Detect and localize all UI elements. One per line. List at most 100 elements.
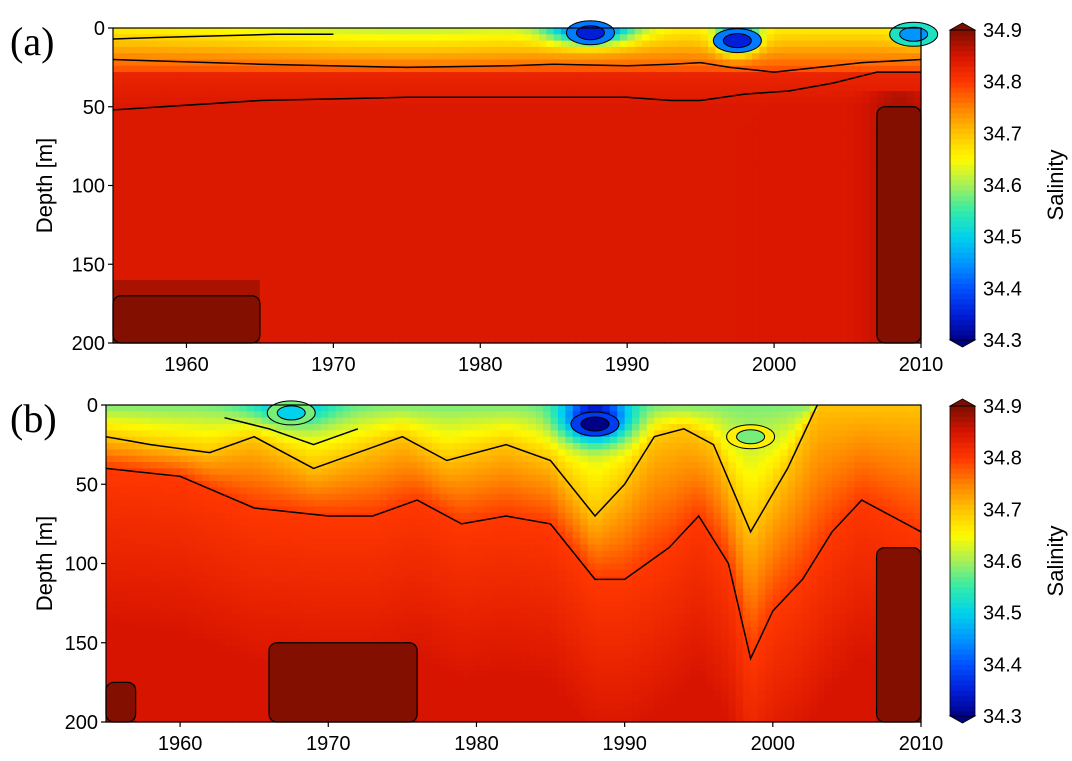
heatmap-cell [179,91,188,98]
heatmap-cell [509,72,518,79]
heatmap-cell [832,330,841,338]
heatmap-cell [458,109,467,117]
heatmap-cell [509,330,518,338]
heatmap-cell [428,97,437,105]
heatmap-cell [443,273,452,281]
heatmap-cell [421,280,430,287]
heatmap-cell [311,34,320,42]
heatmap-cell [186,254,195,262]
heatmap-cell [832,235,841,243]
heatmap-cell [127,109,136,117]
heatmap-cell [612,154,621,161]
heatmap-cell [127,235,136,243]
heatmap-cell [127,242,136,250]
heatmap-cell [259,217,268,224]
heatmap-cell [157,261,166,268]
heatmap-cell [179,109,188,117]
heatmap-cell [796,91,805,98]
heatmap-cell [465,179,474,187]
heatmap-cell [494,103,503,111]
heatmap-cell [553,109,562,117]
heatmap-cell [553,172,562,180]
heatmap-cell [318,229,327,237]
heatmap-cell [296,248,305,256]
heatmap-cell [443,210,452,218]
heatmap-cell [612,223,621,231]
heatmap-cell [539,103,547,111]
heatmap-cell [744,242,753,250]
heatmap-cell [281,292,290,300]
heatmap-cell [803,128,812,136]
heatmap-cell [157,172,166,180]
heatmap-cell [245,185,254,193]
heatmap-cell [179,122,188,130]
heatmap-cell [494,223,503,231]
heatmap-cell [157,116,166,124]
heatmap-cell [179,204,188,212]
heatmap-cell [377,109,386,117]
heatmap-cell [450,53,459,61]
heatmap-cell [318,235,327,243]
heatmap-cell [605,292,614,300]
heatmap-cell [641,223,650,231]
heatmap-cell [465,324,474,331]
heatmap-cell [179,97,188,105]
heatmap-cell [458,305,467,313]
heatmap-cell [318,330,327,338]
heatmap-cell [267,109,276,117]
heatmap-cell [605,267,614,275]
heatmap-cell [208,198,217,205]
heatmap-cell [685,78,694,86]
heatmap-cell [531,166,540,174]
heatmap-cell [311,160,320,168]
heatmap-cell [575,179,584,187]
heatmap-cell [355,91,364,98]
heatmap-cell [759,254,768,262]
heatmap-cell [326,109,334,117]
heatmap-cell [414,116,423,124]
heatmap-cell [377,28,386,35]
heatmap-cell [370,336,379,344]
heatmap-cell [627,292,636,300]
heatmap-cell [186,223,195,231]
heatmap-cell [825,172,834,180]
heatmap-cell [450,286,459,294]
heatmap-cell [840,34,849,42]
heatmap-cell [568,154,577,161]
heatmap-cell [414,128,423,136]
heatmap-cell [546,317,555,325]
heatmap-cell [252,280,261,287]
heatmap-cell [678,28,687,35]
heatmap-cell [759,122,768,130]
heatmap-cell [201,28,210,35]
heatmap-cell [685,317,694,325]
heatmap-cell [436,254,445,262]
heatmap-cell [443,179,452,187]
heatmap-cell [605,330,614,338]
heatmap-cell [796,141,805,149]
heatmap-cell [362,324,371,331]
heatmap-cell [612,242,621,250]
heatmap-cell [472,147,481,155]
heatmap-cell [472,204,481,212]
heatmap-cell [693,147,702,155]
heatmap-cell [127,185,136,193]
heatmap-cell [583,254,592,262]
heatmap-cell [348,229,356,237]
heatmap-cell [465,172,474,180]
heatmap-cell [744,210,753,218]
heatmap-cell [766,53,775,61]
heatmap-cell [627,128,636,136]
heatmap-cell [120,84,129,92]
heatmap-cell [149,65,158,73]
heatmap-cell [274,191,283,199]
heatmap-cell [546,46,555,54]
heatmap-cell [671,330,680,338]
heatmap-cell [149,267,158,275]
heatmap-cell [384,72,393,79]
heatmap-cell [825,292,834,300]
heatmap-cell [289,78,298,86]
heatmap-cell [296,292,305,300]
heatmap-cell [406,172,415,180]
heatmap-cell [230,204,239,212]
